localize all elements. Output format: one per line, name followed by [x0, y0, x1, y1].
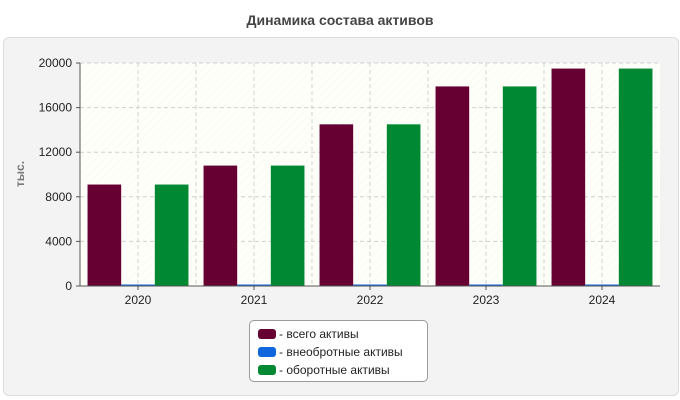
legend-swatch — [258, 347, 276, 357]
y-tick-label: 16000 — [39, 101, 73, 115]
legend: - всего активы - внеобротные активы - об… — [249, 320, 428, 382]
bar-2022-s2 — [386, 124, 421, 286]
y-tick-label: 8000 — [45, 190, 72, 204]
x-tick-label: 2021 — [241, 293, 268, 307]
x-tick-label: 2023 — [473, 293, 500, 307]
legend-label: - оборотные активы — [279, 363, 390, 377]
bar-2023-s1 — [469, 284, 503, 286]
legend-label: - внеобротные активы — [279, 345, 403, 359]
y-tick-label: 4000 — [45, 234, 72, 248]
bar-2022-s1 — [353, 284, 387, 286]
bar-2022-s0 — [319, 124, 354, 286]
bars — [87, 68, 653, 286]
bar-2020-s0 — [87, 184, 122, 286]
bar-2024-s0 — [551, 68, 586, 286]
bar-2023-s2 — [502, 86, 537, 286]
bar-2021-s0 — [203, 165, 238, 286]
legend-swatch — [258, 365, 276, 375]
y-tick-label: 12000 — [39, 145, 73, 159]
y-axis-title: тыс. — [13, 161, 27, 187]
bar-2021-s1 — [237, 284, 271, 286]
bar-2024-s2 — [618, 68, 653, 286]
bar-2021-s2 — [270, 165, 305, 286]
legend-label: - всего активы — [279, 327, 359, 341]
x-tick-labels: 2020 2021 2022 2023 2024 — [125, 286, 616, 307]
x-tick-label: 2022 — [357, 293, 384, 307]
legend-swatch — [258, 329, 276, 339]
x-tick-label: 2020 — [125, 293, 152, 307]
bar-2024-s1 — [585, 284, 619, 286]
y-tick-label: 20000 — [39, 56, 73, 70]
legend-item-total: - всего активы — [258, 325, 419, 343]
x-tick-label: 2024 — [589, 293, 616, 307]
y-tick-label: 0 — [65, 279, 72, 293]
bar-2023-s0 — [435, 86, 470, 286]
chart-title: Динамика состава активов — [246, 12, 434, 28]
legend-item-current: - оборотные активы — [258, 361, 419, 379]
bar-2020-s2 — [154, 184, 189, 286]
bar-2020-s1 — [121, 284, 155, 286]
legend-item-noncurrent: - внеобротные активы — [258, 343, 419, 361]
y-tick-labels: 0 4000 8000 12000 16000 20000 — [39, 56, 80, 293]
